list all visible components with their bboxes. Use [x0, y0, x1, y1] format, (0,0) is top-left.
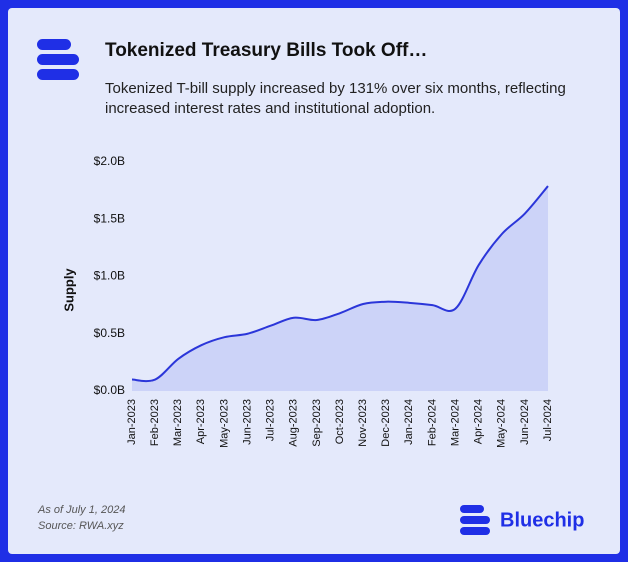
x-tick-label: Nov-2023 — [357, 399, 369, 447]
x-tick-label: Jul-2023 — [265, 399, 277, 441]
brand: Bluechip — [500, 509, 584, 531]
area — [132, 186, 548, 391]
x-tick-label: Jul-2024 — [542, 399, 554, 441]
y-tick-label: $2.0B — [94, 154, 125, 168]
x-tick-label: Jun-2023 — [241, 399, 253, 445]
x-tick-label: Jun-2024 — [519, 399, 531, 445]
x-tick-label: Jan-2024 — [403, 399, 415, 445]
x-tick-label: Apr-2023 — [195, 399, 207, 444]
x-tick-label: Sep-2023 — [311, 399, 323, 447]
x-tick-label: Feb-2023 — [149, 399, 161, 446]
brand-logo — [460, 505, 490, 535]
x-tick-label: Mar-2023 — [172, 399, 184, 446]
chart-subtitle: Tokenized T-bill supply increased by 131… — [105, 80, 566, 117]
y-axis-label: Supply — [61, 268, 76, 312]
logo — [37, 39, 79, 80]
x-tick-label: Dec-2023 — [380, 399, 392, 447]
note: As of July 1, 2024 — [37, 504, 125, 516]
y-tick-label: $0.0B — [94, 383, 125, 397]
card — [8, 8, 620, 554]
x-tick-label: Mar-2024 — [449, 399, 461, 446]
x-tick-label: Jan-2023 — [126, 399, 138, 445]
x-tick-label: Aug-2023 — [288, 399, 300, 447]
x-tick-label: May-2023 — [218, 399, 230, 448]
x-tick-label: May-2024 — [496, 399, 508, 448]
y-tick-label: $0.5B — [94, 326, 125, 340]
chart-title: Tokenized Treasury Bills Took Off… — [105, 40, 428, 61]
y-tick-label: $1.5B — [94, 211, 125, 225]
x-tick-label: Apr-2024 — [473, 399, 485, 444]
y-tick-label: $1.0B — [94, 269, 125, 283]
x-tick-label: Feb-2024 — [426, 399, 438, 446]
note: Source: RWA.xyz — [38, 520, 124, 532]
x-tick-label: Oct-2023 — [334, 399, 346, 444]
line — [131, 185, 549, 383]
